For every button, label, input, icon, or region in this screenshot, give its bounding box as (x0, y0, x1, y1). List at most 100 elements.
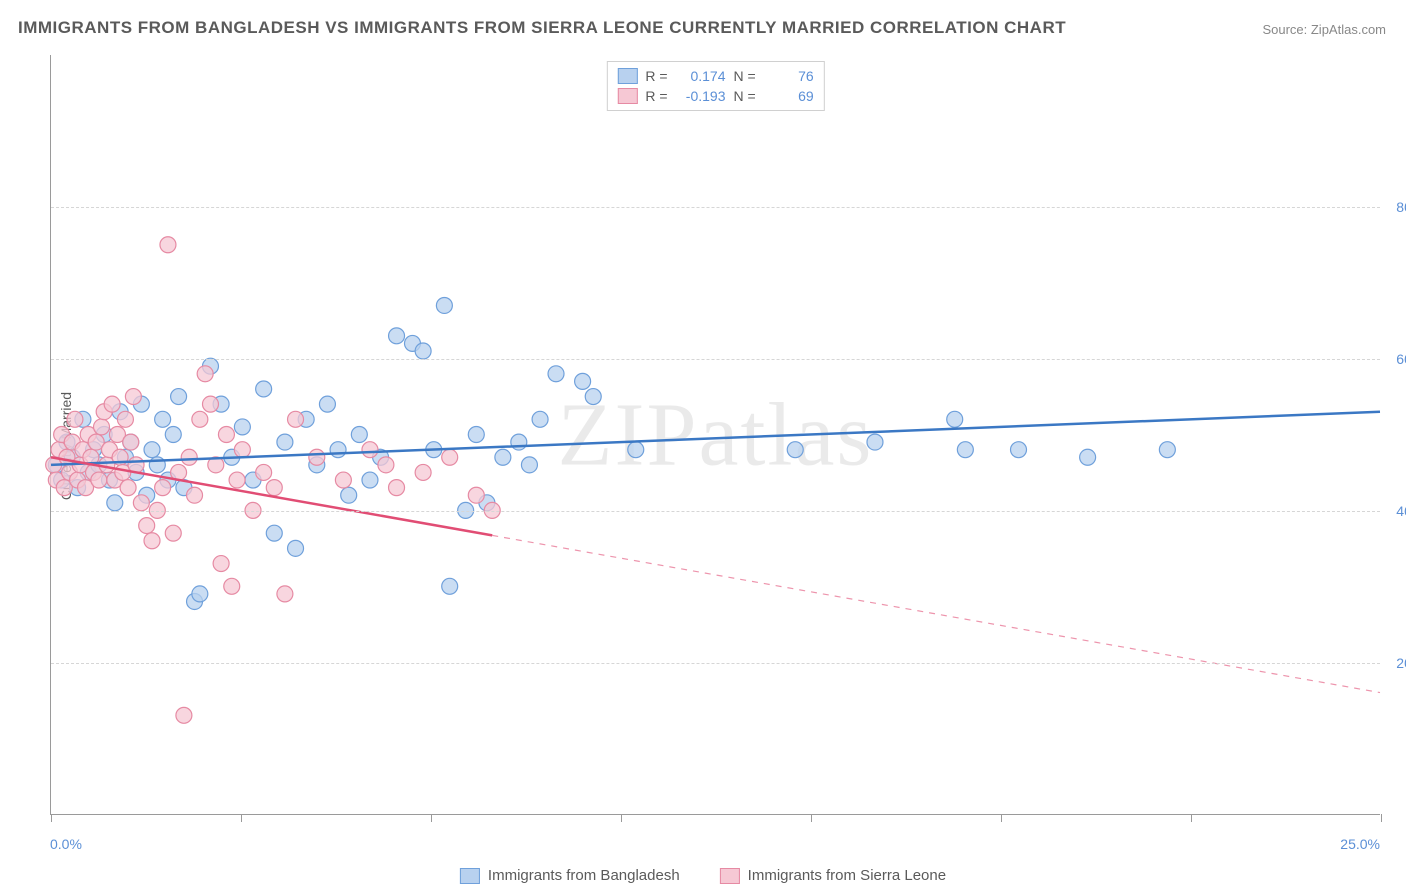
scatter-point-series-0 (192, 586, 208, 602)
n-label-0: N = (734, 68, 756, 84)
scatter-point-series-0 (165, 427, 181, 443)
source-attribution: Source: ZipAtlas.com (1262, 22, 1386, 37)
r-label-0: R = (645, 68, 667, 84)
plot-area: ZIPatlas R = 0.174 N = 76 R = -0.193 N =… (50, 55, 1380, 815)
scatter-point-series-0 (1080, 449, 1096, 465)
x-tick (1381, 814, 1382, 822)
scatter-point-series-0 (319, 396, 335, 412)
x-tick (1191, 814, 1192, 822)
scatter-point-series-0 (436, 297, 452, 313)
x-tick (51, 814, 52, 822)
scatter-point-series-0 (144, 442, 160, 458)
scatter-point-series-1 (288, 411, 304, 427)
scatter-point-series-0 (787, 442, 803, 458)
scatter-point-series-0 (495, 449, 511, 465)
scatter-point-series-1 (468, 487, 484, 503)
scatter-point-series-0 (957, 442, 973, 458)
x-tick (241, 814, 242, 822)
scatter-point-series-1 (309, 449, 325, 465)
scatter-point-series-1 (181, 449, 197, 465)
scatter-point-series-1 (234, 442, 250, 458)
scatter-point-series-1 (144, 533, 160, 549)
r-value-1: -0.193 (676, 88, 726, 104)
scatter-point-series-1 (202, 396, 218, 412)
scatter-point-series-1 (176, 707, 192, 723)
scatter-point-series-1 (125, 389, 141, 405)
scatter-point-series-1 (117, 411, 133, 427)
y-tick-label: 60.0% (1396, 351, 1406, 367)
stats-row-1: R = -0.193 N = 69 (617, 86, 813, 106)
stats-legend: R = 0.174 N = 76 R = -0.193 N = 69 (606, 61, 824, 111)
scatter-point-series-0 (171, 389, 187, 405)
stats-row-0: R = 0.174 N = 76 (617, 66, 813, 86)
scatter-point-series-0 (351, 427, 367, 443)
scatter-point-series-0 (389, 328, 405, 344)
y-tick-label: 80.0% (1396, 199, 1406, 215)
scatter-point-series-1 (362, 442, 378, 458)
scatter-point-series-0 (266, 525, 282, 541)
scatter-point-series-1 (197, 366, 213, 382)
scatter-point-series-1 (335, 472, 351, 488)
scatter-point-series-1 (224, 578, 240, 594)
gridline-h (51, 663, 1380, 664)
bottom-legend: Immigrants from Bangladesh Immigrants fr… (460, 867, 946, 884)
legend-swatch-1 (617, 88, 637, 104)
scatter-point-series-0 (521, 457, 537, 473)
scatter-point-series-1 (139, 518, 155, 534)
y-tick-label: 20.0% (1396, 655, 1406, 671)
scatter-point-series-0 (256, 381, 272, 397)
scatter-point-series-1 (192, 411, 208, 427)
legend-label-1: Immigrants from Sierra Leone (748, 867, 946, 884)
scatter-point-series-1 (277, 586, 293, 602)
x-tick (621, 814, 622, 822)
scatter-point-series-0 (947, 411, 963, 427)
scatter-point-series-1 (67, 411, 83, 427)
scatter-point-series-0 (107, 495, 123, 511)
scatter-point-series-1 (133, 495, 149, 511)
scatter-point-series-1 (123, 434, 139, 450)
scatter-point-series-0 (628, 442, 644, 458)
scatter-point-series-1 (229, 472, 245, 488)
scatter-point-series-1 (389, 480, 405, 496)
scatter-point-series-1 (91, 472, 107, 488)
scatter-point-series-0 (468, 427, 484, 443)
scatter-point-series-1 (120, 480, 136, 496)
scatter-point-series-0 (277, 434, 293, 450)
scatter-point-series-0 (155, 411, 171, 427)
legend-label-0: Immigrants from Bangladesh (488, 867, 680, 884)
scatter-point-series-1 (442, 449, 458, 465)
legend-item-0: Immigrants from Bangladesh (460, 867, 680, 884)
scatter-point-series-0 (330, 442, 346, 458)
x-tick-label-right: 25.0% (1340, 836, 1380, 852)
n-value-1: 69 (764, 88, 814, 104)
x-tick-label-left: 0.0% (50, 836, 82, 852)
scatter-point-series-0 (1011, 442, 1027, 458)
legend-bottom-swatch-1 (720, 868, 740, 884)
n-label-1: N = (734, 88, 756, 104)
scatter-point-series-0 (288, 540, 304, 556)
n-value-0: 76 (764, 68, 814, 84)
y-tick-label: 40.0% (1396, 503, 1406, 519)
chart-title: IMMIGRANTS FROM BANGLADESH VS IMMIGRANTS… (18, 18, 1066, 38)
scatter-point-series-1 (155, 480, 171, 496)
x-tick (1001, 814, 1002, 822)
chart-svg (51, 55, 1380, 814)
scatter-point-series-0 (585, 389, 601, 405)
scatter-point-series-1 (165, 525, 181, 541)
scatter-point-series-0 (415, 343, 431, 359)
scatter-point-series-1 (213, 556, 229, 572)
scatter-point-series-1 (160, 237, 176, 253)
scatter-point-series-0 (362, 472, 378, 488)
r-label-1: R = (645, 88, 667, 104)
scatter-point-series-0 (341, 487, 357, 503)
scatter-point-series-1 (218, 427, 234, 443)
scatter-point-series-0 (867, 434, 883, 450)
scatter-point-series-0 (1159, 442, 1175, 458)
x-tick (431, 814, 432, 822)
trend-line-0 (51, 412, 1380, 465)
scatter-point-series-0 (548, 366, 564, 382)
gridline-h (51, 359, 1380, 360)
scatter-point-series-1 (266, 480, 282, 496)
legend-item-1: Immigrants from Sierra Leone (720, 867, 946, 884)
r-value-0: 0.174 (676, 68, 726, 84)
